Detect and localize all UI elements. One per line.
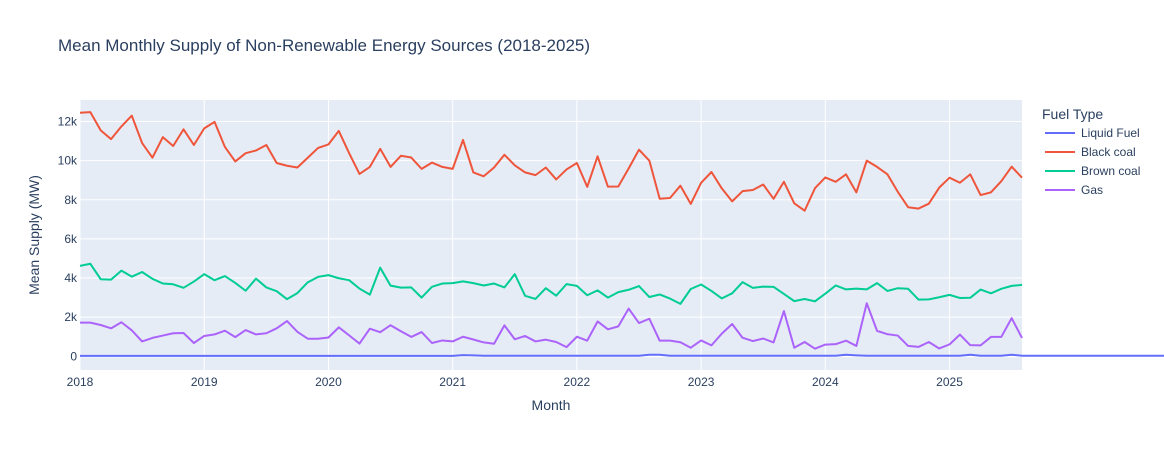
series-line-brown-coal[interactable] [79, 262, 1023, 305]
y-tick-label: 4k [64, 271, 78, 285]
y-tick-label: 0 [70, 349, 77, 363]
x-tick-label: 2025 [936, 375, 963, 389]
series-line-gas[interactable] [80, 302, 1023, 350]
legend-label: Liquid Fuel [1081, 126, 1140, 140]
y-tick-labels: 0 2k 4k 6k 8k 10k 12k [58, 115, 78, 364]
x-axis-title: Month [532, 397, 571, 413]
legend-title: Fuel Type [1042, 106, 1103, 122]
x-tick-label: 2018 [67, 375, 94, 389]
x-tick-label: 2022 [564, 375, 591, 389]
x-tick-label: 2023 [688, 375, 715, 389]
legend-item-gas[interactable]: Gas [1045, 183, 1103, 197]
chart-title: Mean Monthly Supply of Non-Renewable Ene… [58, 36, 590, 55]
x-tick-label: 2021 [439, 375, 466, 389]
y-tick-label: 12k [58, 115, 78, 129]
y-tick-label: 6k [64, 232, 78, 246]
legend-label: Brown coal [1081, 164, 1140, 178]
legend-label: Black coal [1081, 145, 1136, 159]
legend-item-liquid-fuel[interactable]: Liquid Fuel [1045, 126, 1140, 140]
legend-label: Gas [1081, 183, 1103, 197]
x-tick-labels: 2018 2019 2020 2021 2022 2023 2024 2025 [67, 375, 964, 389]
legend-item-black-coal[interactable]: Black coal [1045, 145, 1136, 159]
plot-area [80, 100, 1022, 370]
x-tick-label: 2020 [315, 375, 342, 389]
series-line-liquid-fuel[interactable] [80, 353, 1164, 357]
y-tick-label: 2k [64, 310, 78, 324]
y-axis-title: Mean Supply (MW) [26, 175, 42, 295]
y-gridlines [80, 121, 1022, 318]
legend[interactable]: Fuel Type Liquid Fuel Black coal Brown coa… [1042, 106, 1140, 197]
x-tick-label: 2024 [812, 375, 839, 389]
series-lines [79, 111, 1164, 357]
legend-items[interactable]: Liquid Fuel Black coal Brown coal Gas [1045, 126, 1140, 197]
y-tick-label: 8k [64, 193, 78, 207]
legend-item-brown-coal[interactable]: Brown coal [1045, 164, 1140, 178]
y-tick-label: 10k [58, 154, 78, 168]
x-tick-label: 2019 [191, 375, 218, 389]
series-line-black-coal[interactable] [79, 111, 1023, 212]
